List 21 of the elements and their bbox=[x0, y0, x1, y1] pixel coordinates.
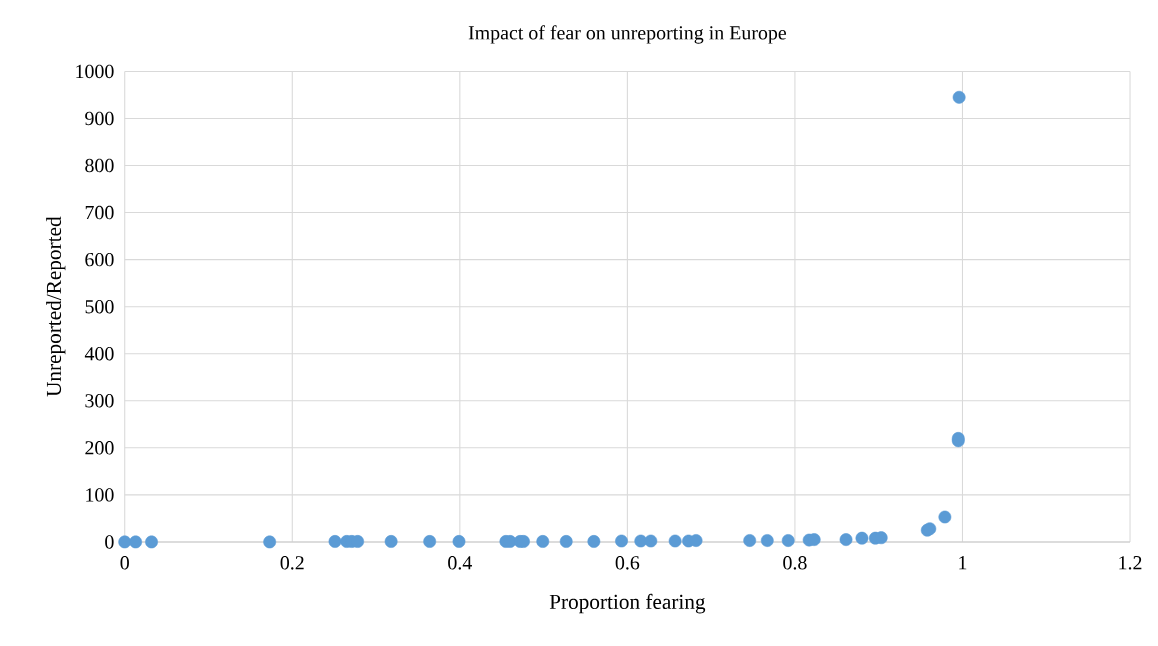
y-tick-label: 0 bbox=[105, 535, 114, 549]
y-tick-label: 700 bbox=[85, 205, 114, 220]
chart-title: Impact of fear on unreporting in Europe bbox=[468, 25, 787, 44]
y-tick-label: 600 bbox=[85, 252, 114, 267]
y-tick-label: 200 bbox=[85, 441, 114, 455]
y-tick-label: 100 bbox=[86, 488, 114, 502]
y-tick-label: 500 bbox=[85, 300, 114, 314]
y-tick-label: 300 bbox=[85, 394, 114, 408]
y-axis-title: Unreported/Reported bbox=[46, 216, 66, 397]
x-tick-label: 0 bbox=[120, 556, 129, 570]
y-tick-label: 400 bbox=[84, 347, 114, 361]
x-tick-label: 1.2 bbox=[1119, 556, 1142, 570]
x-tick-label: 1 bbox=[959, 556, 967, 570]
x-axis-title: Proportion fearing bbox=[549, 593, 706, 614]
x-tick-label: 0.8 bbox=[783, 556, 807, 570]
y-tick-label: 800 bbox=[85, 158, 114, 173]
y-tick-label: 1000 bbox=[76, 64, 114, 79]
x-tick-label: 0.6 bbox=[615, 556, 640, 570]
x-tick-label: 0.4 bbox=[448, 556, 472, 570]
x-tick-label: 0.2 bbox=[280, 556, 304, 570]
y-tick-label: 900 bbox=[85, 111, 114, 126]
